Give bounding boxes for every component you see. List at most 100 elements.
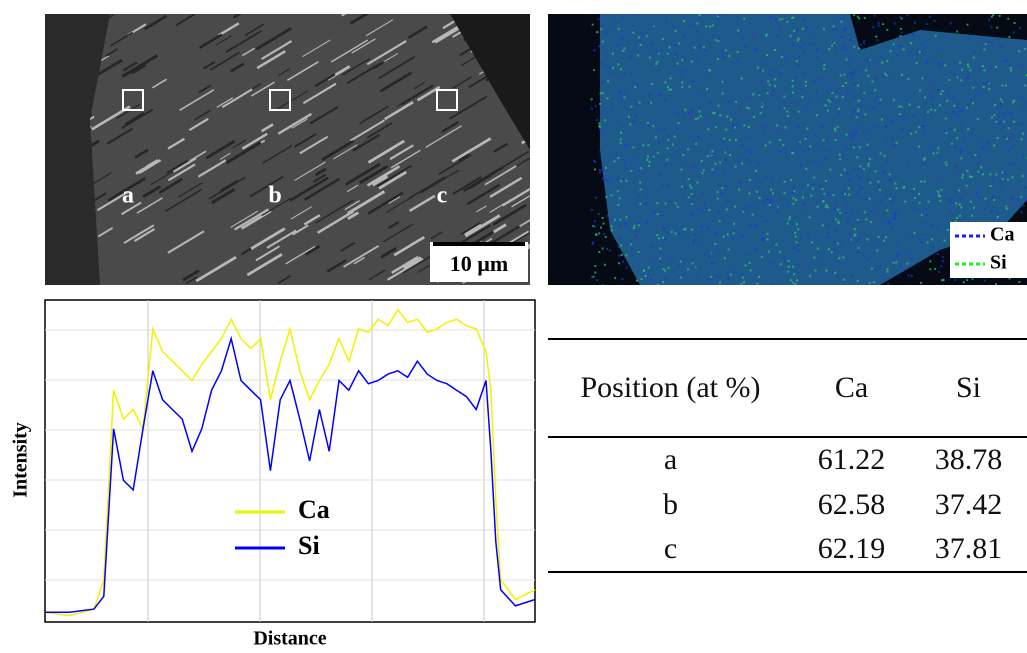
map-speck	[906, 262, 909, 265]
map-speck	[733, 222, 736, 225]
map-speck	[714, 39, 717, 42]
sem-streak	[511, 194, 530, 208]
map-speck	[769, 261, 772, 264]
map-speck	[693, 46, 696, 49]
map-speck	[960, 122, 963, 125]
map-speck	[740, 77, 743, 80]
map-speck	[699, 44, 702, 47]
map-speck	[853, 70, 856, 73]
map-speck	[689, 283, 692, 285]
map-speck	[851, 131, 854, 134]
map-speck	[1008, 277, 1011, 280]
map-speck	[786, 110, 789, 113]
map-speck	[899, 35, 902, 38]
map-speck	[698, 14, 701, 17]
map-speck	[740, 234, 743, 237]
map-speck	[929, 143, 932, 146]
map-speck	[633, 119, 636, 122]
sem-streak	[382, 223, 414, 243]
map-speck	[644, 275, 647, 278]
map-speck	[807, 184, 810, 187]
map-speck	[1000, 179, 1003, 182]
map-speck	[738, 161, 741, 164]
map-speck	[748, 136, 751, 139]
table-cell: 37.42	[934, 487, 1003, 521]
map-speck	[623, 144, 626, 147]
x-axis-label: Distance	[253, 628, 326, 650]
map-speck	[722, 56, 725, 59]
map-speck	[629, 123, 632, 126]
map-speck	[895, 261, 898, 264]
map-speck	[1007, 150, 1010, 153]
map-speck	[959, 197, 962, 200]
map-speck	[886, 161, 889, 164]
map-legend-label: Ca	[990, 224, 1014, 246]
map-speck	[971, 102, 974, 105]
map-speck	[837, 221, 840, 224]
map-region	[590, 14, 1027, 285]
map-speck	[688, 184, 691, 187]
map-speck	[683, 228, 686, 231]
map-speck	[966, 169, 969, 172]
map-speck	[970, 175, 973, 178]
sem-streak	[107, 177, 146, 202]
map-speck	[719, 161, 722, 164]
map-speck	[635, 279, 638, 282]
map-speck	[924, 162, 927, 165]
map-speck	[901, 115, 904, 118]
map-speck	[693, 239, 696, 242]
map-speck	[824, 205, 827, 208]
map-speck	[674, 232, 677, 235]
map-speck	[888, 197, 891, 200]
map-speck	[867, 74, 870, 77]
map-speck	[617, 203, 620, 206]
map-speck	[833, 241, 836, 244]
map-speck	[733, 271, 736, 274]
map-speck	[684, 108, 687, 111]
sem-streak	[376, 164, 412, 188]
map-speck	[1013, 120, 1016, 123]
map-speck	[634, 114, 637, 117]
map-speck	[746, 158, 749, 161]
map-speck	[659, 280, 662, 283]
map-speck	[745, 106, 748, 109]
map-speck	[702, 169, 705, 172]
map-speck	[822, 125, 825, 128]
map-speck	[593, 69, 596, 72]
map-speck	[938, 104, 941, 107]
map-speck	[763, 101, 766, 104]
sem-streak	[317, 210, 355, 234]
sem-streak	[420, 169, 460, 194]
sem-streak	[249, 175, 284, 198]
map-speck	[895, 141, 898, 144]
map-speck	[664, 202, 667, 205]
sem-streak	[299, 135, 329, 155]
map-speck	[843, 168, 846, 171]
map-speck	[827, 98, 830, 101]
map-speck	[608, 180, 611, 183]
sem-streak	[178, 182, 203, 198]
map-speck	[924, 46, 927, 49]
map-speck	[662, 236, 665, 239]
map-speck	[598, 171, 601, 174]
map-speck	[690, 193, 693, 196]
map-speck	[593, 49, 596, 52]
map-speck	[789, 279, 792, 282]
map-speck	[959, 110, 962, 113]
map-speck	[657, 141, 660, 144]
map-speck	[888, 173, 891, 176]
sem-streak	[167, 137, 185, 150]
map-speck	[798, 46, 801, 49]
map-speck	[859, 126, 862, 129]
map-speck	[741, 272, 744, 275]
map-speck	[630, 73, 633, 76]
sem-streak	[346, 184, 359, 193]
map-speck	[880, 118, 883, 121]
map-speck	[647, 124, 650, 127]
map-speck	[875, 35, 878, 38]
map-speck	[710, 154, 713, 157]
map-speck	[770, 188, 773, 191]
map-speck	[596, 119, 599, 122]
map-speck	[1022, 204, 1025, 207]
map-speck	[922, 76, 925, 79]
